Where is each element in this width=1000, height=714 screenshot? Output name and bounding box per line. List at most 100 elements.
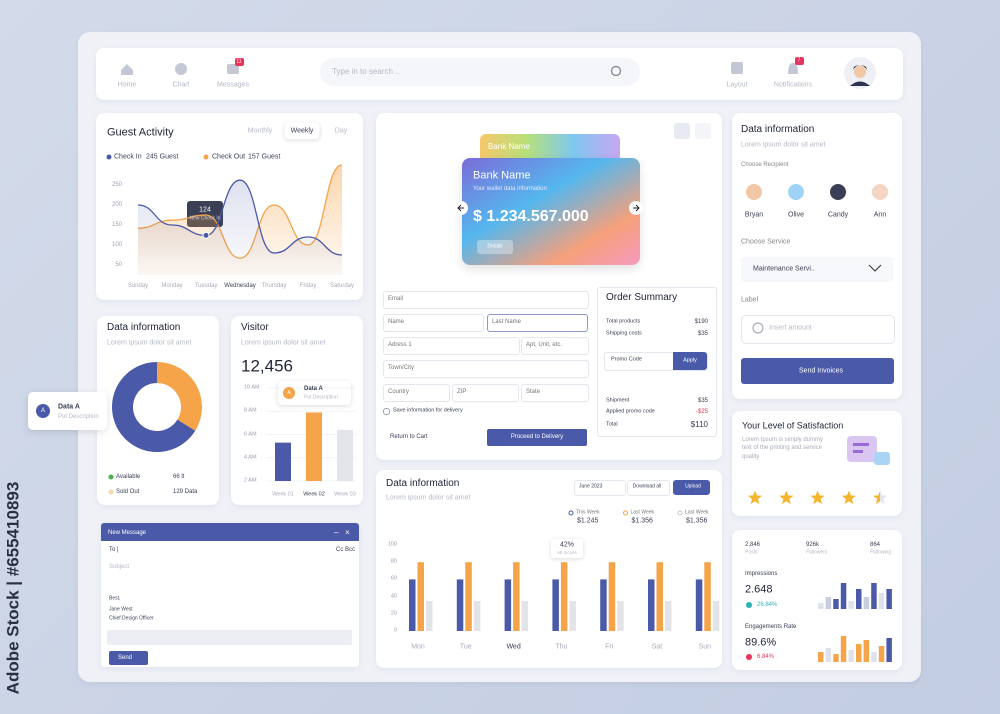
send-label[interactable]: Send: [118, 655, 133, 661]
metric-label: Engagements Rate: [745, 624, 797, 630]
list-view-toggle[interactable]: [674, 123, 690, 139]
send-invoices-label[interactable]: Send Invoices: [799, 367, 843, 375]
bar: [521, 600, 529, 631]
apply-label[interactable]: Apply: [683, 357, 697, 364]
field-label[interactable]: Apt, Unit, etc.: [526, 342, 563, 348]
period-select[interactable]: [574, 480, 626, 496]
chart-icon[interactable]: [175, 63, 187, 75]
recipient-name[interactable]: Candy: [827, 211, 849, 219]
legend-label: This Week: [576, 509, 600, 516]
field-label[interactable]: State: [526, 389, 541, 395]
apply-button[interactable]: [673, 352, 707, 370]
bar: [665, 600, 672, 631]
last-name-input[interactable]: [487, 314, 588, 332]
proceed-label[interactable]: Proceed to Delivery: [510, 434, 564, 440]
to-field[interactable]: To |: [109, 547, 119, 553]
upload-label[interactable]: Upload: [685, 483, 701, 490]
zip-input[interactable]: [452, 384, 519, 402]
section-label: Choose Recipient: [741, 162, 789, 168]
proceed-button[interactable]: [487, 429, 587, 446]
details-label[interactable]: Details: [487, 243, 503, 250]
field-label[interactable]: Town/City: [388, 365, 415, 371]
amount-placeholder[interactable]: Insert amount: [769, 324, 812, 332]
satisfaction-description: Lorem Ipsum is simply dummy text of the …: [742, 437, 824, 460]
send-button[interactable]: [109, 651, 148, 665]
back-link[interactable]: Return to Cart: [390, 434, 428, 440]
field-label[interactable]: Adress 1: [388, 342, 412, 348]
town-input[interactable]: [383, 360, 589, 378]
notifications-icon[interactable]: [788, 63, 798, 74]
search-box[interactable]: [320, 58, 640, 86]
country-select[interactable]: [383, 384, 450, 402]
recipient-avatar[interactable]: [746, 184, 762, 200]
checkbox-label[interactable]: Save information for delivery: [393, 407, 463, 414]
grid-view-toggle[interactable]: [695, 123, 711, 139]
subject-field[interactable]: Subject: [109, 564, 130, 570]
recipient-avatar[interactable]: [788, 184, 804, 200]
home-icon[interactable]: [121, 64, 133, 75]
period-label[interactable]: June 2023: [579, 483, 603, 490]
layout-icon[interactable]: [731, 62, 743, 74]
address-input[interactable]: [383, 337, 520, 355]
y-tick-label: 10 AM: [244, 384, 260, 391]
x-tick-label: Saturday: [329, 283, 355, 289]
field-label[interactable]: Name: [388, 319, 405, 325]
details-button[interactable]: [477, 240, 513, 254]
nav-label[interactable]: Home: [117, 81, 137, 89]
nav-label[interactable]: Notifications: [773, 81, 813, 89]
window-controls[interactable]: – ×: [334, 528, 350, 537]
download-button[interactable]: [627, 480, 670, 496]
bar: [608, 562, 616, 631]
recipient-name[interactable]: Olive: [788, 211, 804, 219]
messages-icon[interactable]: [227, 64, 239, 74]
field-label[interactable]: Country: [388, 389, 410, 395]
upload-button[interactable]: [673, 480, 710, 495]
cc-bcc[interactable]: Cc Bcc: [335, 547, 355, 553]
amount-input[interactable]: [741, 315, 895, 344]
download-label[interactable]: Download all: [632, 483, 662, 490]
field-label[interactable]: Email: [388, 296, 404, 302]
nav-label[interactable]: Layout: [726, 81, 748, 89]
state-select[interactable]: [521, 384, 589, 402]
recipient-avatar[interactable]: [830, 184, 846, 200]
field-label[interactable]: ZIP: [457, 389, 467, 395]
name-input[interactable]: [383, 314, 484, 332]
donut-segment: [111, 362, 196, 453]
y-tick-label: 200: [111, 202, 122, 208]
bank-back-title: Bank Name: [488, 142, 530, 151]
nav-label[interactable]: Chart: [172, 81, 190, 89]
send-invoices-button[interactable]: [741, 358, 894, 384]
tab[interactable]: Day: [334, 127, 348, 135]
recipient-avatar[interactable]: [872, 184, 888, 200]
tooltip-description: Put Description: [304, 394, 338, 401]
recipient-name[interactable]: Bryan: [744, 211, 764, 219]
service-value[interactable]: Maintenance Servi..: [753, 265, 815, 273]
stat-label: Posts: [745, 549, 758, 556]
badge-count: 7: [797, 57, 801, 64]
apt-input[interactable]: [521, 337, 589, 355]
weekly-card: [376, 470, 722, 668]
save-checkbox[interactable]: [383, 408, 390, 415]
nav-icons: [121, 57, 876, 89]
tab-active[interactable]: Weekly: [284, 122, 320, 140]
metric-change: 6.84%: [757, 654, 775, 660]
legend-label: Last Week: [630, 509, 655, 516]
mini-bar: [833, 654, 839, 662]
search-icon[interactable]: [610, 65, 622, 77]
tab[interactable]: Monthly: [247, 127, 273, 135]
y-tick-label: 2 AM: [244, 477, 257, 484]
bar: [409, 579, 416, 631]
visitor-total: 12,456: [241, 356, 293, 376]
service-select[interactable]: [741, 257, 893, 282]
recipient-name[interactable]: Ann: [873, 211, 887, 219]
mini-bar: [833, 599, 839, 609]
promo-placeholder[interactable]: Promo Code: [611, 356, 642, 363]
field-label[interactable]: Last Name: [492, 319, 522, 325]
nav-label[interactable]: Messages: [217, 81, 249, 89]
x-tick-label: Sat: [651, 643, 663, 651]
x-tick-label: Fri: [605, 643, 614, 651]
email-input[interactable]: [383, 291, 589, 309]
mini-bar: [863, 597, 870, 609]
bar: [704, 562, 711, 631]
search-placeholder[interactable]: Type in to search ..: [332, 67, 400, 76]
